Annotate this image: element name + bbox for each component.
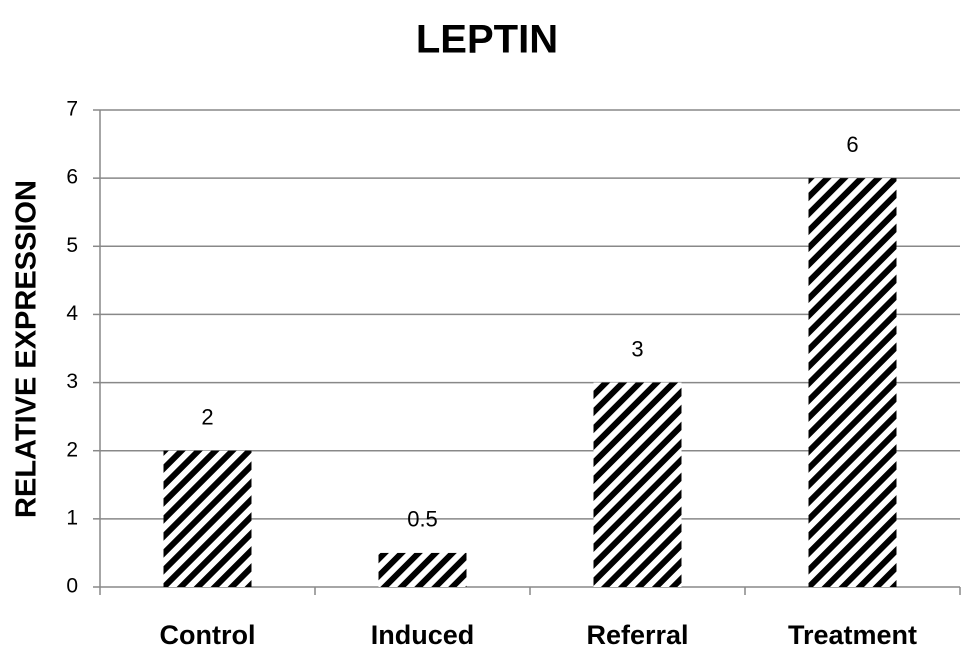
y-tick-label: 4 bbox=[66, 302, 78, 325]
y-tick-label: 2 bbox=[66, 438, 78, 461]
y-tick-label: 7 bbox=[66, 98, 78, 121]
x-tick-label: Treatment bbox=[788, 620, 917, 650]
x-tick-label: Induced bbox=[371, 620, 475, 650]
bar bbox=[593, 382, 682, 587]
bar bbox=[378, 552, 467, 587]
y-tick-label: 0 bbox=[66, 575, 78, 598]
y-tick-label: 6 bbox=[66, 166, 78, 189]
data-label: 2 bbox=[201, 405, 213, 430]
bar bbox=[808, 178, 897, 587]
x-tick-label: Control bbox=[160, 620, 256, 650]
data-label: 0.5 bbox=[407, 507, 438, 532]
x-tick-label: Referral bbox=[586, 620, 688, 650]
chart-title: LEPTIN bbox=[416, 18, 558, 62]
bar bbox=[163, 450, 252, 587]
data-label: 6 bbox=[846, 132, 858, 157]
y-tick-label: 1 bbox=[66, 506, 78, 529]
data-label: 3 bbox=[631, 336, 643, 361]
y-tick-label: 5 bbox=[66, 234, 78, 257]
y-axis-label: RELATIVE EXPRESSION bbox=[11, 180, 43, 518]
y-tick-label: 3 bbox=[66, 370, 78, 393]
